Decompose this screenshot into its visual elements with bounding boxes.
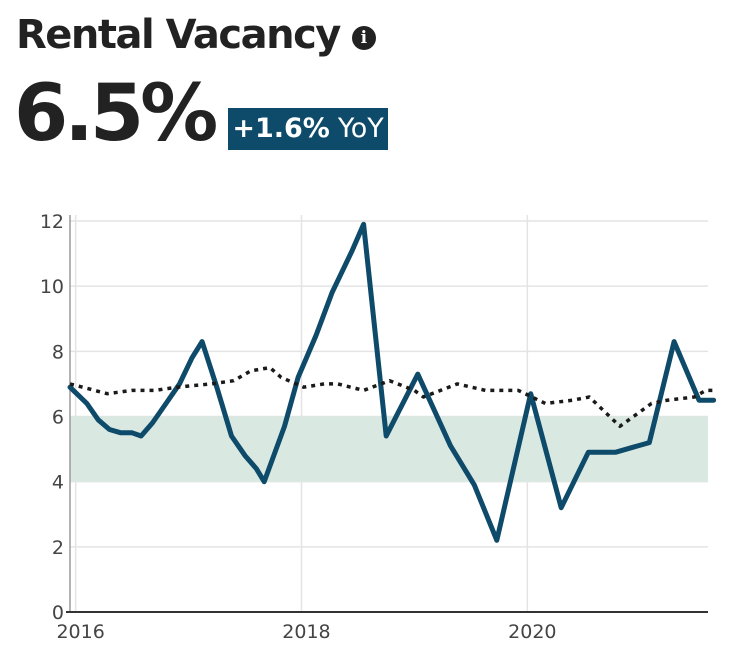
yoy-label: YoY xyxy=(337,113,384,144)
y-tick-label: 10 xyxy=(40,276,64,298)
yoy-change: +1.6% xyxy=(232,113,330,144)
y-tick-label: 12 xyxy=(40,211,64,233)
title-row: Rental Vacancy i xyxy=(16,8,376,62)
vacancy-value: 6.5% xyxy=(14,69,218,159)
grid xyxy=(70,215,708,612)
info-icon[interactable]: i xyxy=(351,26,376,50)
y-tick-label: 4 xyxy=(52,472,64,494)
value-row: 6.5% +1.6% YoY xyxy=(14,70,388,158)
series-line-dotted xyxy=(69,365,715,429)
series-group xyxy=(67,221,717,543)
y-tick-label: 8 xyxy=(52,341,64,363)
axes xyxy=(66,215,708,613)
yoy-badge: +1.6% YoY xyxy=(228,108,388,150)
y-tick-label: 6 xyxy=(52,407,64,429)
page-title: Rental Vacancy xyxy=(16,12,341,58)
x-tick-label: 2018 xyxy=(282,621,330,643)
y-tick-label: 0 xyxy=(52,602,64,624)
series-line-main xyxy=(67,221,717,543)
x-tick-label: 2016 xyxy=(56,621,104,643)
tick-labels: 0 2 4 6 8 10 12 2016 2018 2020 xyxy=(40,211,557,643)
vacancy-chart: 0 2 4 6 8 10 12 2016 2018 2020 xyxy=(40,211,717,643)
x-tick-label: 2020 xyxy=(508,621,556,643)
y-tick-label: 2 xyxy=(52,537,64,559)
